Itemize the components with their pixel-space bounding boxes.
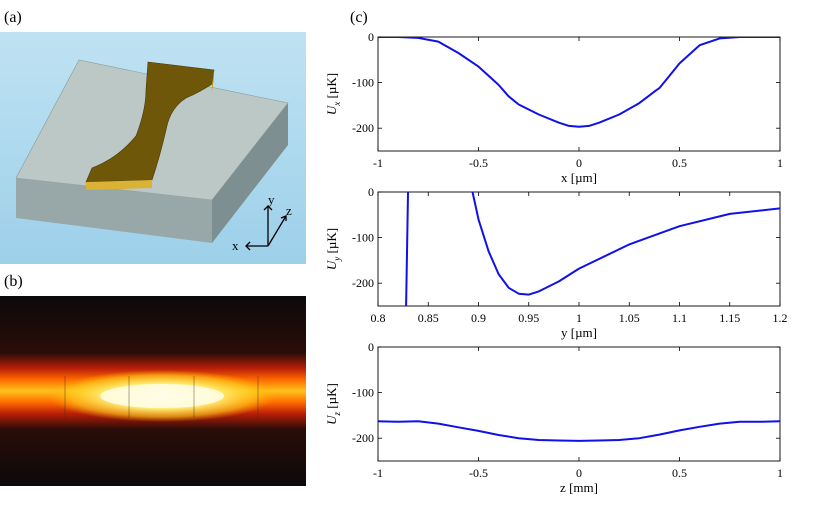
triad-z-label: z — [286, 203, 292, 218]
plot-2: 0.8 0.85 0.9 0.95 1 1.05 1.1 1.15 1.2 0 -100 -200 y … — [324, 185, 788, 340]
panel-label-b: (b) — [4, 273, 23, 290]
heatmap-segment-lines — [64, 376, 259, 418]
plot-frame — [377, 191, 781, 307]
heatmap — [0, 296, 306, 486]
heatmap-hot-center — [100, 384, 224, 408]
y-tick-label: -100 — [352, 231, 374, 245]
x-axis-label: z [mm] — [560, 480, 598, 495]
series-line-Uz — [378, 420, 780, 442]
x-tick-label: 1.05 — [619, 311, 640, 325]
x-axis-label: y [µm] — [561, 325, 597, 340]
y-axis-label: Uy [µK] — [324, 228, 342, 270]
x-tick-label: -1 — [373, 466, 383, 480]
y-tick-label: -200 — [352, 431, 374, 445]
x-tick-label: -0.5 — [469, 466, 488, 480]
slab-side — [212, 103, 288, 243]
x-tick-label: 1.15 — [719, 311, 740, 325]
x-tick-label: 0.85 — [418, 311, 439, 325]
y-axis-label: Uz [µK] — [324, 383, 342, 425]
y-axis-label: Ux [µK] — [324, 73, 342, 115]
slab-front — [16, 178, 212, 243]
x-tick-label: 1 — [777, 466, 783, 480]
triad-y-label: y — [268, 192, 275, 207]
x-tick-label: 0.9 — [471, 311, 486, 325]
x-tick-label: 1 — [777, 156, 783, 170]
x-tick-label: 1 — [576, 311, 582, 325]
x-tick-label: 0.8 — [371, 311, 386, 325]
gold-wire-edge-right — [212, 70, 214, 92]
plot-frame — [377, 346, 781, 462]
x-tick-label: 1.2 — [773, 311, 788, 325]
plot-frame — [377, 36, 781, 152]
x-tick-label: 0.5 — [672, 466, 687, 480]
gold-wire-edge — [86, 180, 152, 190]
series-line-Ux — [378, 37, 780, 128]
x-tick-label: -1 — [373, 156, 383, 170]
y-tick-label: 0 — [368, 185, 374, 199]
gold-wire — [85, 61, 215, 183]
x-tick-label: 0.95 — [518, 311, 539, 325]
device-render: x y z — [0, 32, 306, 264]
triad-x-label: x — [232, 238, 239, 253]
axes-triad — [245, 205, 287, 251]
x-tick-label: -0.5 — [469, 156, 488, 170]
x-tick-label: 0 — [576, 466, 582, 480]
plot-3: -1 -0.5 0 0.5 1 0 -100 -200 z [mm] Uz [µK] — [324, 340, 783, 495]
y-tick-label: 0 — [368, 30, 374, 44]
x-tick-label: 0.5 — [672, 156, 687, 170]
y-tick-label: -200 — [352, 121, 374, 135]
x-tick-label: 1.1 — [672, 311, 687, 325]
x-axis-label: x [µm] — [561, 170, 597, 185]
series-line-Uy-left — [405, 192, 410, 306]
panel-label-c: (c) — [350, 9, 368, 26]
x-tick-label: 0 — [576, 156, 582, 170]
y-tick-label: -200 — [352, 276, 374, 290]
y-tick-label: -100 — [352, 76, 374, 90]
series-line-Uy — [471, 192, 780, 296]
panel-label-a: (a) — [4, 9, 22, 26]
plot-1: -1 -0.5 0 0.5 1 0 -100 -200 x [µm] Ux [µK] — [324, 30, 783, 185]
y-tick-label: 0 — [368, 340, 374, 354]
y-tick-label: -100 — [352, 386, 374, 400]
